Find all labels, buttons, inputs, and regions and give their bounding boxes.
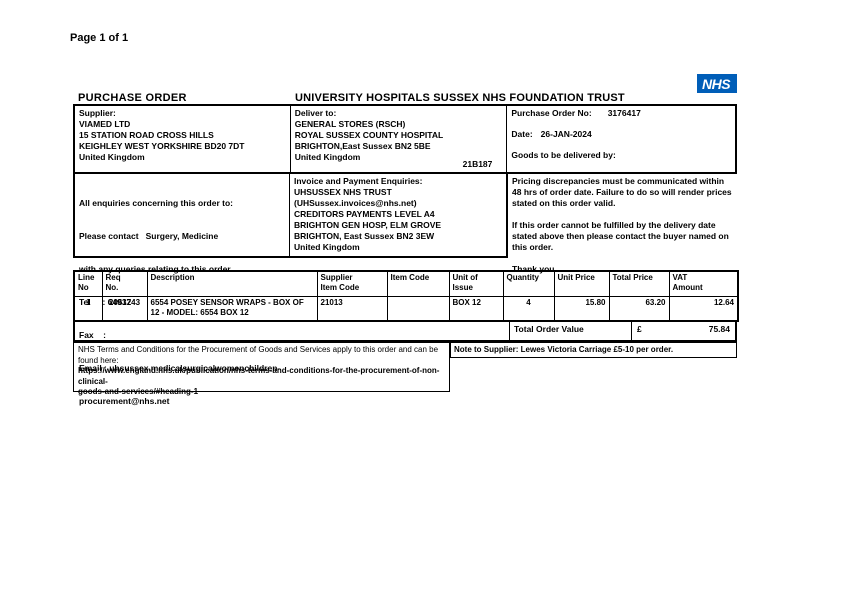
item-item-code xyxy=(386,296,450,322)
notice-paragraph: Thank you. xyxy=(512,264,557,274)
col-header-vat-amount: VAT Amount xyxy=(668,270,739,297)
deliver-to-line: ROYAL SUSSEX COUNTY HOSPITAL xyxy=(294,130,444,140)
order-total-row: Total Order Value £ 75.84 xyxy=(73,320,737,342)
invoice-line: UHSUSSEX NHS TRUST (UHSussex.invoices@nh… xyxy=(294,187,417,208)
enquiries-box: All enquiries concerning this order to: … xyxy=(73,174,290,406)
col-header-unit-of-issue: Unit of Issue xyxy=(448,270,504,297)
notice-paragraph: If this order cannot be fulfilled by the… xyxy=(512,220,729,252)
total-row-spacer xyxy=(75,321,510,340)
deliver-to-line: United Kingdom xyxy=(294,152,361,162)
col-header-line-no: Line No xyxy=(73,270,103,297)
document-title: PURCHASE ORDER xyxy=(78,92,187,104)
invoice-line: Invoice and Payment Enquiries: xyxy=(294,176,423,186)
deliver-to-line: GENERAL STORES (RSCH) xyxy=(294,119,406,129)
enquiries-line: Fax : xyxy=(79,330,106,340)
delivery-by-label: Goods to be delivered by: xyxy=(511,150,616,160)
col-header-total-price: Total Price xyxy=(608,270,670,297)
items-header-row: Line No Req No. Description Supplier Ite… xyxy=(73,270,739,297)
page-indicator: Page 1 of 1 xyxy=(70,32,129,44)
enquiries-line: All enquiries concerning this order to: xyxy=(79,198,233,208)
pricing-notice: Pricing discrepancies must be communicat… xyxy=(508,174,737,277)
invoice-line: BRIGHTON GEN HOSP, ELM GROVE xyxy=(294,220,442,230)
currency-symbol: £ xyxy=(637,324,642,334)
item-quantity: 4 xyxy=(502,296,555,322)
supplier-line: VIAMED LTD xyxy=(79,119,131,129)
item-row: 1 2061243 6554 POSEY SENSOR WRAPS - BOX … xyxy=(73,296,739,322)
enquiries-email-line: Email : uhsussex.medicalsurgicalwomenchi… xyxy=(79,363,281,373)
invoice-line: United Kingdom xyxy=(294,242,360,252)
item-description: 6554 POSEY SENSOR WRAPS - BOX OF 12 - MO… xyxy=(146,296,318,322)
item-supplier-item-code: 21013 xyxy=(316,296,388,322)
order-date-label: Date: xyxy=(511,129,533,139)
col-header-quantity: Quantity xyxy=(502,270,555,297)
note-to-supplier: Note to Supplier: Lewes Victoria Carriag… xyxy=(450,342,737,358)
total-order-value-cell: £ 75.84 xyxy=(632,321,735,340)
item-vat-amount: 12.64 xyxy=(668,296,739,322)
total-order-value: 75.84 xyxy=(708,324,730,334)
item-unit-of-issue: BOX 12 xyxy=(448,296,504,322)
item-total-price: 63.20 xyxy=(608,296,670,322)
col-header-req-no: Req No. xyxy=(101,270,148,297)
terms-text-line: found here: xyxy=(78,355,119,365)
supplier-box: Supplier: VIAMED LTD 15 STATION ROAD CRO… xyxy=(75,106,291,172)
deliver-to-label: Deliver to: xyxy=(294,108,337,118)
deliver-to-box: Deliver to: GENERAL STORES (RSCH) ROYAL … xyxy=(291,106,508,172)
nhs-logo: NHS xyxy=(697,74,737,93)
enquiries-line: Please contact Surgery, Medicine xyxy=(79,231,219,241)
enquiries-email-line: procurement@nhs.net xyxy=(79,396,170,406)
col-header-supplier-item-code: Supplier Item Code xyxy=(316,270,388,297)
terms-url-line: goods-and-services/#heading-1 xyxy=(78,387,199,396)
supplier-line: KEIGHLEY WEST YORKSHIRE BD20 7DT xyxy=(79,141,245,151)
notice-paragraph: Pricing discrepancies must be communicat… xyxy=(512,176,732,208)
item-unit-price: 15.80 xyxy=(553,296,610,322)
supplier-label: Supplier: xyxy=(79,108,116,118)
terms-and-conditions-box: NHS Terms and Conditions for the Procure… xyxy=(73,342,450,396)
invoice-enquiries-box: Invoice and Payment Enquiries: UHSUSSEX … xyxy=(290,174,508,258)
line-items-table: Line No Req No. Description Supplier Ite… xyxy=(73,270,739,322)
order-number-box: Purchase Order No: 3176417 Date: 26-JAN-20… xyxy=(507,106,735,172)
po-number-value: 3176417 xyxy=(607,108,641,118)
order-date-value: 26-JAN-2024 xyxy=(540,129,592,139)
col-header-item-code: Item Code xyxy=(386,270,450,297)
supplier-line: 15 STATION ROAD CROSS HILLS xyxy=(79,130,214,140)
invoice-line: BRIGHTON, East Sussex BN2 3EW xyxy=(294,231,435,241)
organisation-title: UNIVERSITY HOSPITALS SUSSEX NHS FOUNDATI… xyxy=(295,92,625,104)
terms-url-line: https://www.england.nhs.uk/publication/n… xyxy=(78,366,440,386)
col-header-unit-price: Unit Price xyxy=(553,270,610,297)
nhs-logo-text: NHS xyxy=(701,75,731,92)
supplier-line: United Kingdom xyxy=(79,152,145,162)
order-header-grid: Supplier: VIAMED LTD 15 STATION ROAD CRO… xyxy=(73,104,737,174)
terms-text-line: NHS Terms and Conditions for the Procure… xyxy=(78,345,439,354)
order-contacts-grid: All enquiries concerning this order to: … xyxy=(73,174,737,406)
invoice-line: CREDITORS PAYMENTS LEVEL A4 xyxy=(294,209,435,219)
delivery-location-code: 21B187 xyxy=(462,159,493,169)
total-order-value-label: Total Order Value xyxy=(510,321,632,340)
item-line-no: 1 xyxy=(73,296,103,322)
enquiries-line: with any queries relating to this order xyxy=(79,264,231,274)
item-req-no: 2061243 xyxy=(101,296,148,322)
col-header-description: Description xyxy=(146,270,318,297)
po-number-label: Purchase Order No: xyxy=(511,108,592,118)
deliver-to-line: BRIGHTON,East Sussex BN2 5BE xyxy=(294,141,431,151)
